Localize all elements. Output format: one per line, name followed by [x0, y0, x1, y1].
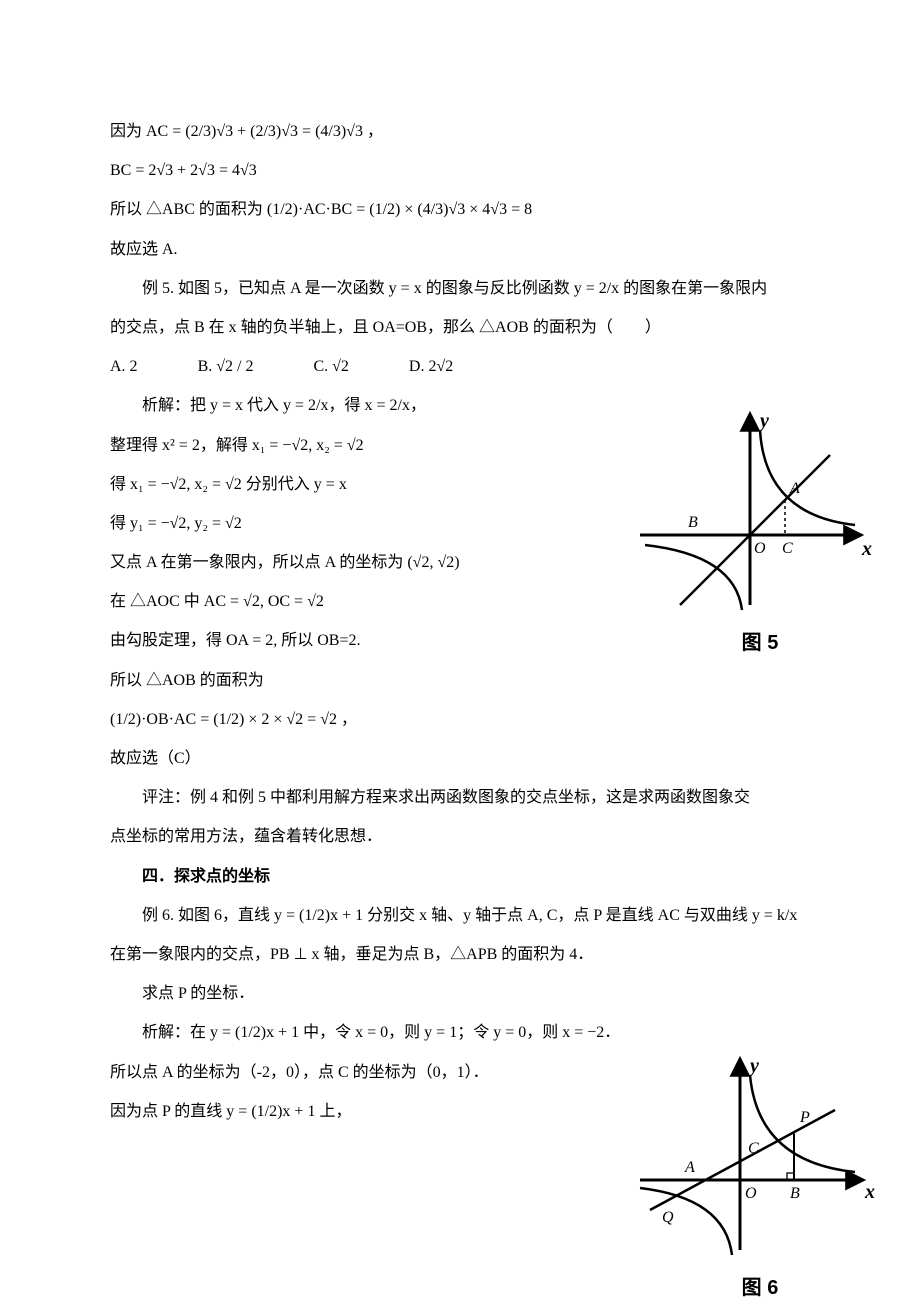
comment-l1: 评注：例 4 和例 5 中都利用解方程来求出两函数图象的交点坐标，这是求两函数图…: [110, 780, 860, 815]
fig5-C-label: C: [782, 540, 793, 557]
fig6-x-label: x: [864, 1181, 875, 1203]
sec4-title: 四．探求点的坐标: [110, 859, 860, 894]
fig6-C-label: C: [748, 1140, 759, 1157]
ex5-choices: A. 2 B. √2 / 2 C. √2 D. 2√2: [110, 349, 860, 384]
fig5-B-label: B: [688, 514, 698, 531]
ex6-p2: 在第一象限内的交点，PB ⊥ x 轴，垂足为点 B，△APB 的面积为 4．: [110, 937, 860, 972]
fig5-O-label: O: [754, 540, 766, 557]
fig6-svg: y x O A B C P Q: [630, 1050, 880, 1260]
fig5-caption: 图 5: [630, 621, 890, 665]
fig6-P-label: P: [799, 1109, 810, 1126]
ex5-s8: 所以 △AOB 的面积为: [110, 663, 860, 698]
fig6-caption: 图 6: [630, 1266, 890, 1310]
ex6-p1: 例 6. 如图 6，直线 y = (1/2)x + 1 分别交 x 轴、y 轴于…: [110, 898, 860, 933]
choice-c: C. √2: [313, 349, 348, 384]
b1-l2: BC = 2√3 + 2√3 = 4√3: [110, 153, 860, 188]
ex5-prompt-b: 的交点，点 B 在 x 轴的负半轴上，且 OA=OB，那么 △AOB 的面积为（…: [110, 310, 860, 345]
b1-l1: 因为 AC = (2/3)√3 + (2/3)√3 = (4/3)√3 ，: [110, 114, 860, 149]
fig5-A-label: A: [789, 480, 800, 497]
fig6-Q-label: Q: [662, 1209, 674, 1226]
choice-d: D. 2√2: [409, 349, 453, 384]
fig5-y-label: y: [758, 410, 769, 432]
ex5-prompt-a: 例 5. 如图 5，已知点 A 是一次函数 y = x 的图象与反比例函数 y …: [110, 271, 860, 306]
fig6-B-label: B: [790, 1185, 800, 1202]
b1-l3: 所以 △ABC 的面积为 (1/2)·AC·BC = (1/2) × (4/3)…: [110, 192, 860, 227]
ex5-s10: 故应选（C）: [110, 741, 860, 776]
page-content: 因为 AC = (2/3)√3 + (2/3)√3 = (4/3)√3 ， BC…: [0, 0, 920, 1173]
fig6-A-label: A: [684, 1159, 695, 1176]
fig6-y-label: y: [748, 1055, 759, 1077]
ex6-p3: 求点 P 的坐标．: [110, 976, 860, 1011]
comment-l2: 点坐标的常用方法，蕴含着转化思想．: [110, 819, 860, 854]
choice-b: B. √2 / 2: [198, 349, 254, 384]
ex6-s1: 析解：在 y = (1/2)x + 1 中，令 x = 0，则 y = 1；令 …: [110, 1015, 860, 1050]
fig5-svg: y x O A B C: [630, 405, 880, 615]
figure-6: y x O A B C P Q 图 6: [630, 1050, 890, 1310]
figure-5: y x O A B C 图 5: [630, 405, 890, 665]
fig6-O-label: O: [745, 1185, 757, 1202]
ex5-s9: (1/2)·OB·AC = (1/2) × 2 × √2 = √2 ，: [110, 702, 860, 737]
fig5-x-label: x: [861, 538, 872, 560]
b1-l4: 故应选 A.: [110, 232, 860, 267]
choice-a: A. 2: [110, 349, 138, 384]
